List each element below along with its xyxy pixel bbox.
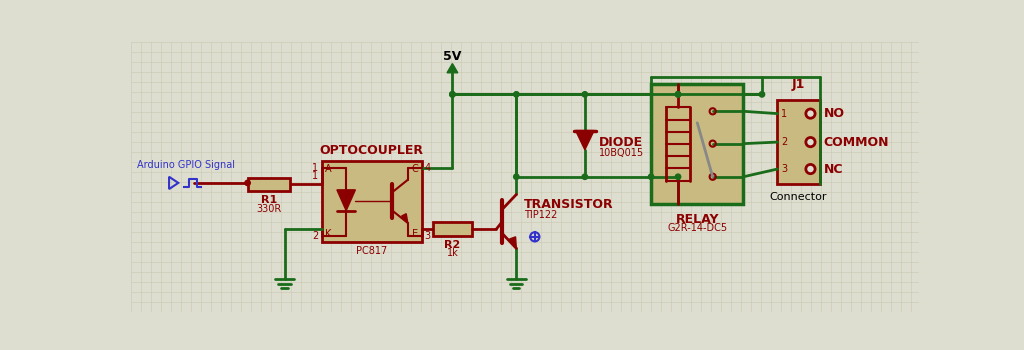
- Text: NO: NO: [823, 107, 845, 120]
- Polygon shape: [447, 64, 458, 73]
- Circle shape: [806, 164, 815, 174]
- Circle shape: [514, 92, 519, 97]
- Text: OPTOCOUPLER: OPTOCOUPLER: [319, 145, 424, 158]
- Text: DIODE: DIODE: [599, 135, 643, 149]
- Bar: [433, 222, 472, 236]
- Polygon shape: [337, 190, 355, 211]
- Text: A: A: [325, 164, 331, 174]
- Text: 4: 4: [425, 162, 431, 173]
- Polygon shape: [401, 214, 408, 223]
- Circle shape: [583, 174, 588, 180]
- Text: Connector: Connector: [770, 192, 827, 202]
- Text: E: E: [413, 229, 419, 239]
- Text: COMMON: COMMON: [823, 135, 889, 149]
- Text: C: C: [412, 164, 419, 174]
- Text: G2R-14-DC5: G2R-14-DC5: [668, 223, 727, 233]
- Bar: [651, 84, 743, 204]
- Text: R2: R2: [444, 240, 461, 250]
- Text: 2: 2: [781, 137, 787, 147]
- Text: 1: 1: [312, 162, 318, 173]
- Text: J1: J1: [792, 77, 805, 91]
- Text: K: K: [325, 229, 331, 239]
- Circle shape: [676, 92, 681, 97]
- Text: 1: 1: [312, 172, 318, 181]
- Text: 5V: 5V: [443, 50, 462, 63]
- Polygon shape: [575, 131, 594, 150]
- Circle shape: [583, 92, 588, 97]
- Text: 330R: 330R: [256, 204, 282, 214]
- Circle shape: [676, 92, 681, 97]
- Polygon shape: [509, 237, 516, 248]
- Text: TIP122: TIP122: [524, 210, 557, 220]
- Text: TRANSISTOR: TRANSISTOR: [524, 198, 613, 211]
- Circle shape: [676, 174, 681, 180]
- Bar: [322, 161, 422, 242]
- Circle shape: [245, 180, 250, 186]
- Text: RELAY: RELAY: [676, 213, 719, 226]
- Circle shape: [450, 92, 455, 97]
- Text: Arduino GPIO Signal: Arduino GPIO Signal: [137, 160, 234, 170]
- Text: NC: NC: [823, 162, 843, 176]
- Circle shape: [450, 92, 455, 97]
- Text: R1: R1: [261, 195, 276, 205]
- Text: 10BQ015: 10BQ015: [599, 148, 644, 158]
- Circle shape: [759, 92, 765, 97]
- Circle shape: [514, 174, 519, 180]
- Text: 2: 2: [312, 231, 318, 241]
- Text: 3: 3: [425, 231, 431, 241]
- Bar: [248, 177, 290, 191]
- Circle shape: [806, 138, 815, 147]
- Text: 1: 1: [781, 108, 787, 119]
- Text: 1k: 1k: [446, 248, 459, 258]
- Circle shape: [806, 109, 815, 118]
- Text: 3: 3: [781, 164, 787, 174]
- Text: PC817: PC817: [356, 246, 387, 256]
- Bar: [777, 100, 819, 184]
- Circle shape: [648, 174, 653, 180]
